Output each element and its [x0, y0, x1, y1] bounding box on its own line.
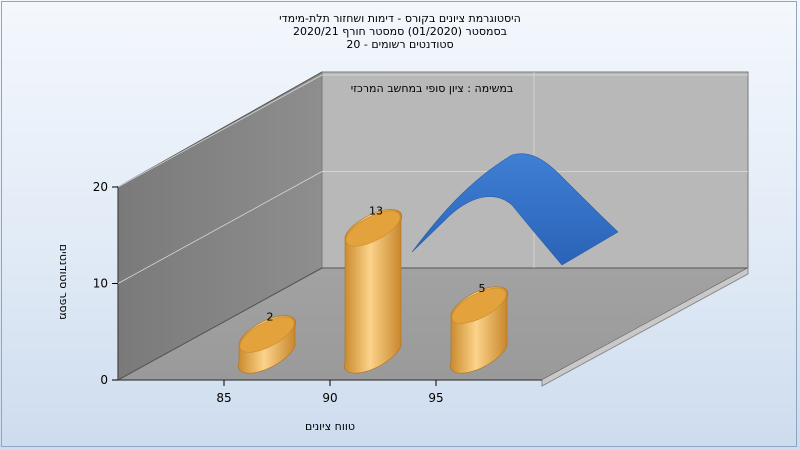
y-ticks: 0 10 20	[93, 180, 118, 387]
bar-top	[345, 210, 401, 247]
distribution-curve-layer	[411, 153, 619, 266]
bar-body	[343, 209, 403, 374]
bar-1: 2	[237, 311, 297, 374]
bar-3: 5	[449, 282, 509, 374]
bars-group: 2 13 5	[237, 205, 509, 374]
chart-title-line-3: סטודנטים רשומים - 20	[346, 38, 453, 51]
bar-label: 2	[267, 311, 274, 324]
y-tick-label: 0	[100, 373, 108, 387]
bar-top	[239, 316, 295, 353]
bar-label: 5	[479, 282, 486, 295]
x-tick-label: 95	[428, 391, 443, 405]
y-tick-label: 10	[93, 277, 108, 291]
gridline-left-wall	[117, 74, 323, 188]
floor-edge	[541, 268, 749, 387]
x-tick-label: 85	[216, 391, 231, 405]
distribution-curve	[411, 153, 619, 266]
chart-title-line-2: בסמסטר (01/2020) סמסטר חורף 2020/21	[293, 25, 507, 38]
bar-label: 13	[369, 205, 383, 218]
gridline-left-wall	[117, 171, 323, 284]
x-axis-label: טווח ציונים	[305, 420, 355, 433]
bar-2: 13	[343, 205, 403, 374]
chart-title-line-1: היסטוגרמת ציונים בקורס - דימות ושחזור תל…	[279, 12, 521, 25]
y-tick-label: 20	[93, 180, 108, 194]
chart-annotation: במשימה : ציון סופי במחשב המרכזי	[351, 82, 514, 95]
y-axis-label: מספר סטודנטים	[57, 244, 70, 320]
x-tick-label: 90	[322, 391, 337, 405]
bar-top	[451, 287, 507, 324]
x-ticks: 85 90 95	[216, 380, 444, 405]
